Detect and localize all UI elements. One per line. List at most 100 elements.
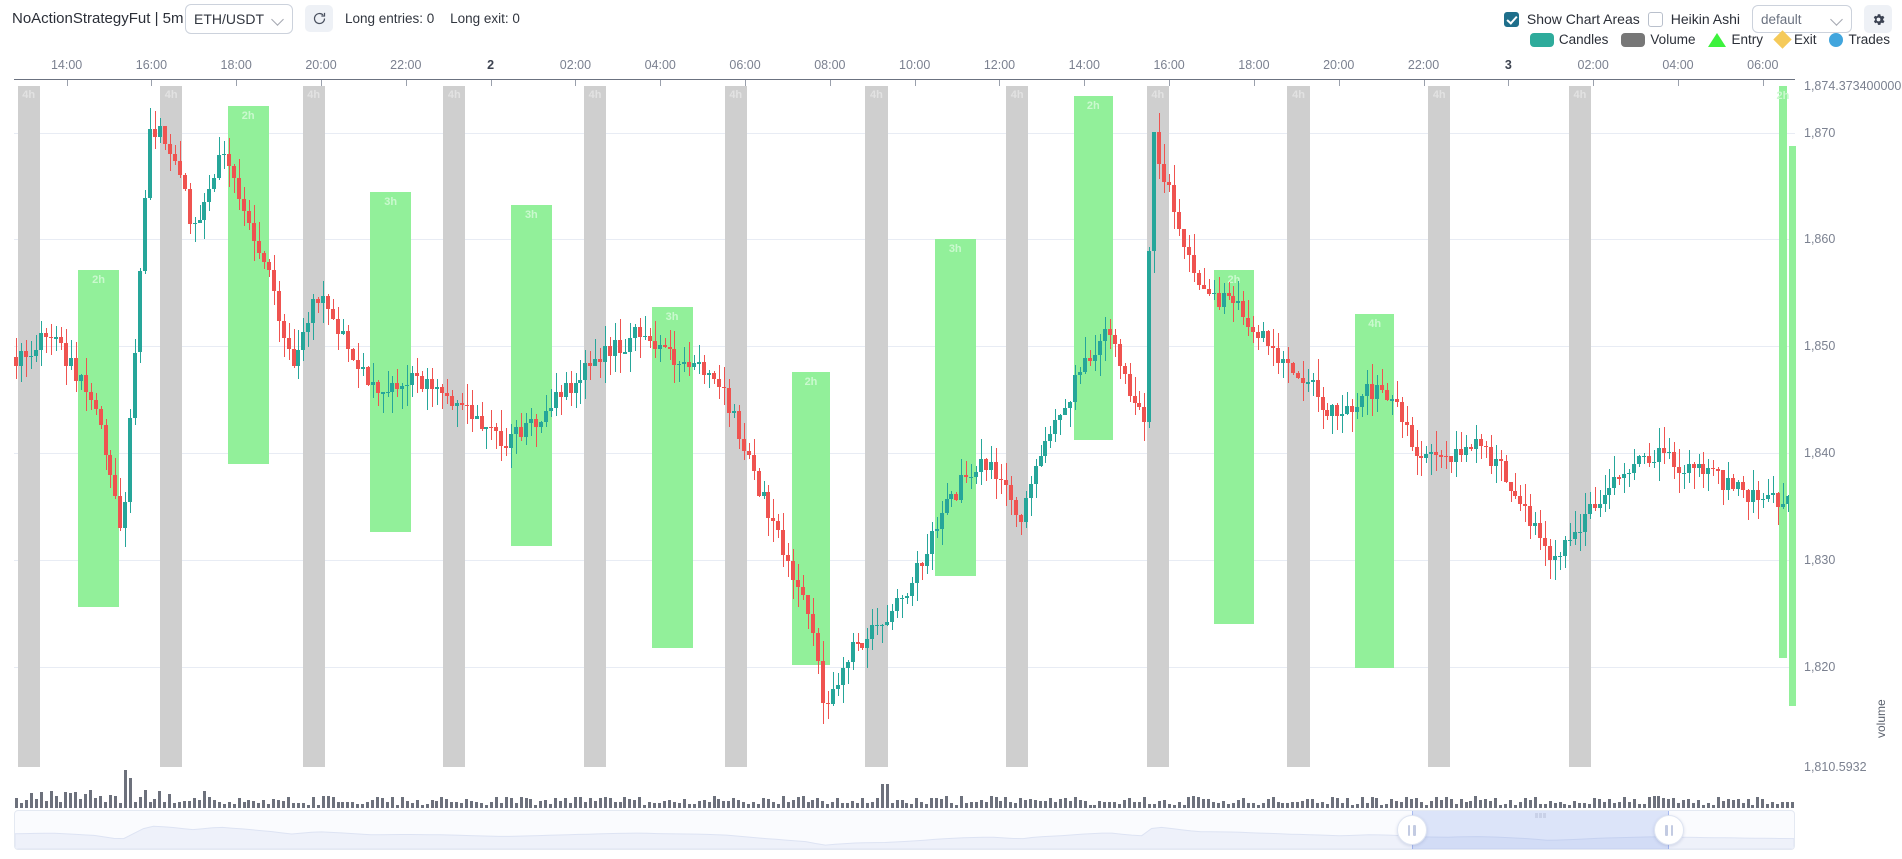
candle-body [746, 450, 751, 455]
candle-body [979, 458, 984, 473]
pair-select[interactable]: ETH/USDT [185, 4, 293, 34]
range-handle-right[interactable] [1654, 815, 1685, 845]
heikin-ashi-label[interactable]: Heikin Ashi [1670, 11, 1740, 27]
volume-bar [49, 790, 53, 808]
volume-bar [1009, 801, 1013, 808]
candle-body [286, 337, 291, 349]
chart-area-band: 4h [17, 86, 40, 767]
volume-bar [1177, 802, 1181, 808]
candle-body [58, 337, 63, 344]
candle-wick [639, 317, 641, 359]
refresh-button[interactable] [305, 5, 333, 32]
candle-wick [1287, 347, 1289, 383]
volume-bar [1128, 798, 1132, 808]
volume-bar [1157, 800, 1161, 808]
chevron-down-icon [1831, 13, 1843, 25]
candle-body [1419, 456, 1424, 459]
legend-item-volume[interactable]: Volume [1621, 32, 1695, 47]
volume-bar [658, 803, 662, 808]
candle-body [1691, 463, 1696, 468]
candle-body [687, 362, 692, 367]
heikin-ashi-checkbox[interactable] [1647, 11, 1663, 27]
volume-bar [1093, 804, 1097, 808]
legend-item-exit[interactable]: Exit [1773, 30, 1816, 49]
candle-body [1404, 422, 1409, 426]
volume-bar [1504, 803, 1508, 808]
range-selection-window[interactable] [1411, 811, 1670, 849]
page-title: NoActionStrategyFut | 5m [12, 10, 184, 27]
legend-item-trades[interactable]: Trades [1829, 32, 1890, 47]
candle-body [88, 392, 93, 400]
price-panel[interactable]: 4h 2h 4h 2h 4h 3h 4h 3h 4h 3h 4h 2h 4h 3h 4h 2h 4h 2h 4h 4h… [14, 86, 1795, 767]
volume-bar [514, 803, 518, 808]
volume-bar [212, 799, 216, 808]
chart-area-label: 4h [1573, 89, 1587, 101]
legend-item-entry[interactable]: Entry [1708, 32, 1763, 47]
candle-body [1543, 538, 1548, 546]
candle-wick [684, 346, 686, 372]
candle-body [568, 382, 573, 393]
candle-body [172, 154, 177, 161]
chart-area-label: 2h [1227, 273, 1241, 286]
range-slider[interactable] [14, 810, 1795, 850]
candle-wick [51, 323, 53, 355]
volume-bar [593, 801, 597, 808]
volume-bar [1172, 804, 1176, 808]
volume-bar [544, 799, 548, 808]
minimap-area-chart [15, 825, 1794, 849]
candle-body [1483, 445, 1488, 447]
candle-body [1731, 478, 1736, 490]
volume-bar [1142, 796, 1146, 808]
volume-bar [811, 799, 815, 808]
candle-wick [234, 164, 236, 193]
show-chart-areas-label[interactable]: Show Chart Areas [1526, 11, 1640, 27]
show-chart-areas-checkbox[interactable] [1503, 11, 1519, 27]
candle-body [1449, 456, 1454, 463]
volume-bar [1246, 802, 1250, 808]
volume-bar [207, 797, 211, 808]
candle-body [1112, 334, 1117, 344]
candle-wick [1347, 391, 1349, 415]
candle-wick [436, 378, 438, 406]
volume-bar [1499, 804, 1503, 808]
candle-wick [867, 628, 869, 669]
x-tick-label: 14:00 [50, 58, 83, 72]
candle-wick [1213, 279, 1215, 301]
volume-bar [69, 793, 73, 808]
legend-item-candles[interactable]: Candles [1529, 32, 1608, 47]
candle-body [410, 372, 415, 386]
volume-bar [435, 801, 439, 808]
candle-body [1256, 331, 1261, 339]
volume-bar [702, 800, 706, 808]
candle-body [1236, 301, 1241, 303]
volume-bar [425, 803, 429, 808]
x-tick-label: 12:00 [983, 58, 1016, 72]
candle-body [855, 642, 860, 644]
volume-bar [470, 800, 474, 808]
candle-body [1157, 132, 1162, 165]
candle-wick [1099, 334, 1101, 376]
candle-body [261, 252, 266, 262]
candle-wick [535, 413, 537, 447]
volume-bar [989, 796, 993, 808]
theme-select[interactable]: default [1752, 5, 1852, 33]
candle-body [420, 375, 425, 389]
volume-bar [1459, 798, 1463, 808]
candle-body [1196, 272, 1201, 285]
settings-button[interactable] [1864, 5, 1892, 33]
volume-bar [74, 791, 78, 808]
volume-bar [1692, 803, 1696, 808]
volume-bar [732, 798, 736, 808]
volume-bar [24, 799, 28, 808]
candle-body [538, 421, 543, 428]
candle-wick [342, 318, 344, 336]
x-tick [1677, 80, 1679, 86]
candle-body [1572, 532, 1577, 540]
candle-body [83, 375, 88, 393]
candle-body [1241, 301, 1246, 318]
candle-body [499, 430, 504, 447]
range-handle-left[interactable] [1396, 815, 1427, 845]
volume-bar [1063, 798, 1067, 808]
chart-plot-area[interactable]: 14:00 16:00 18:00 20:00 22:00 2 02:00 04:00 06:0… [0, 58, 1902, 808]
candle-body [266, 261, 271, 270]
